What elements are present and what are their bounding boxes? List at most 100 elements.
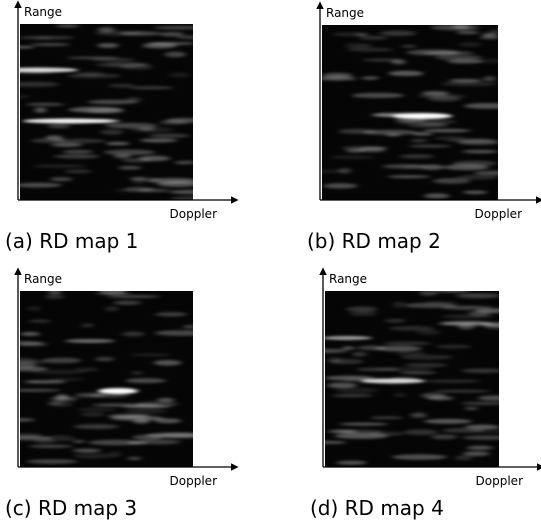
streak: [338, 128, 376, 134]
streak: [361, 76, 379, 80]
caption: (c) RD map 3: [5, 496, 137, 520]
streak: [44, 435, 75, 442]
streak: [338, 167, 352, 174]
streak: [168, 72, 190, 78]
streak: [157, 181, 193, 188]
streak: [164, 51, 186, 58]
panel: Range Doppler (d) RD map 4: [310, 267, 541, 520]
streak: [332, 394, 373, 398]
streak: [154, 418, 182, 424]
streak: [420, 392, 446, 399]
streak: [392, 454, 448, 460]
streak: [410, 412, 427, 419]
streak: [375, 345, 422, 352]
streak: [62, 149, 94, 154]
streak: [438, 321, 494, 326]
panel: Range Doppler (b) RD map 2: [307, 1, 541, 253]
streak: [389, 325, 434, 331]
streak: [138, 127, 156, 131]
streak: [121, 331, 145, 337]
panel: Range Doppler (c) RD map 3: [5, 267, 239, 520]
streak: [94, 292, 132, 296]
streak: [27, 306, 41, 311]
streak: [159, 31, 184, 37]
streak: [329, 358, 364, 365]
streak: [325, 348, 348, 354]
streak: [114, 188, 135, 193]
streak: [482, 76, 497, 82]
streak: [410, 138, 428, 143]
x-axis-label: Doppler: [170, 207, 218, 221]
streak: [106, 294, 161, 299]
streak: [488, 29, 498, 34]
streak: [100, 129, 124, 135]
streak: [48, 401, 73, 408]
streak: [168, 189, 193, 195]
streak: [136, 403, 161, 407]
streak: [479, 36, 498, 40]
streak: [341, 346, 355, 350]
streak: [475, 308, 499, 314]
streak: [91, 57, 136, 62]
streak: [428, 95, 461, 102]
streak: [47, 124, 71, 129]
streak: [96, 62, 148, 68]
streak: [399, 371, 437, 375]
streak: [20, 342, 48, 347]
streak: [409, 144, 452, 148]
streak: [464, 406, 478, 411]
streak: [108, 83, 135, 88]
bright-streak: [372, 113, 412, 117]
streak: [20, 45, 35, 49]
streak: [387, 175, 430, 179]
bright-streak: [20, 67, 78, 73]
streak: [113, 154, 132, 159]
streak: [72, 439, 86, 444]
streak: [342, 146, 389, 151]
bright-streak: [325, 336, 372, 340]
streak: [473, 170, 498, 176]
streak: [431, 434, 458, 440]
streak: [108, 413, 150, 418]
streak: [347, 47, 393, 52]
streak: [434, 389, 490, 393]
streak: [129, 353, 172, 357]
streak: [68, 106, 123, 113]
streak: [20, 182, 62, 188]
streak: [20, 433, 43, 438]
bright-streak: [98, 388, 138, 394]
streak: [153, 359, 182, 366]
streak: [388, 70, 424, 77]
streak: [138, 439, 181, 445]
streak: [105, 122, 158, 129]
streak: [47, 291, 62, 295]
streak: [77, 407, 117, 412]
streak: [170, 196, 193, 200]
streak: [174, 160, 193, 165]
streak: [323, 183, 358, 189]
streak: [45, 294, 65, 299]
streak: [31, 369, 87, 375]
streak: [325, 375, 375, 381]
streak: [155, 312, 188, 317]
streak: [339, 422, 388, 426]
streak: [28, 319, 51, 323]
streak: [53, 138, 106, 144]
streak: [424, 418, 472, 424]
streak: [441, 81, 498, 87]
streak: [349, 310, 377, 316]
streak: [462, 190, 488, 195]
streak: [471, 427, 499, 434]
streak: [25, 102, 64, 107]
streak: [419, 291, 438, 296]
streak: [105, 141, 130, 146]
streak: [20, 388, 61, 392]
caption: (b) RD map 2: [307, 229, 441, 253]
streak: [88, 439, 141, 446]
streak: [461, 368, 499, 373]
streak: [28, 444, 73, 449]
streak: [345, 43, 373, 49]
streak: [443, 164, 490, 171]
streak: [34, 107, 47, 113]
streak: [97, 26, 115, 33]
